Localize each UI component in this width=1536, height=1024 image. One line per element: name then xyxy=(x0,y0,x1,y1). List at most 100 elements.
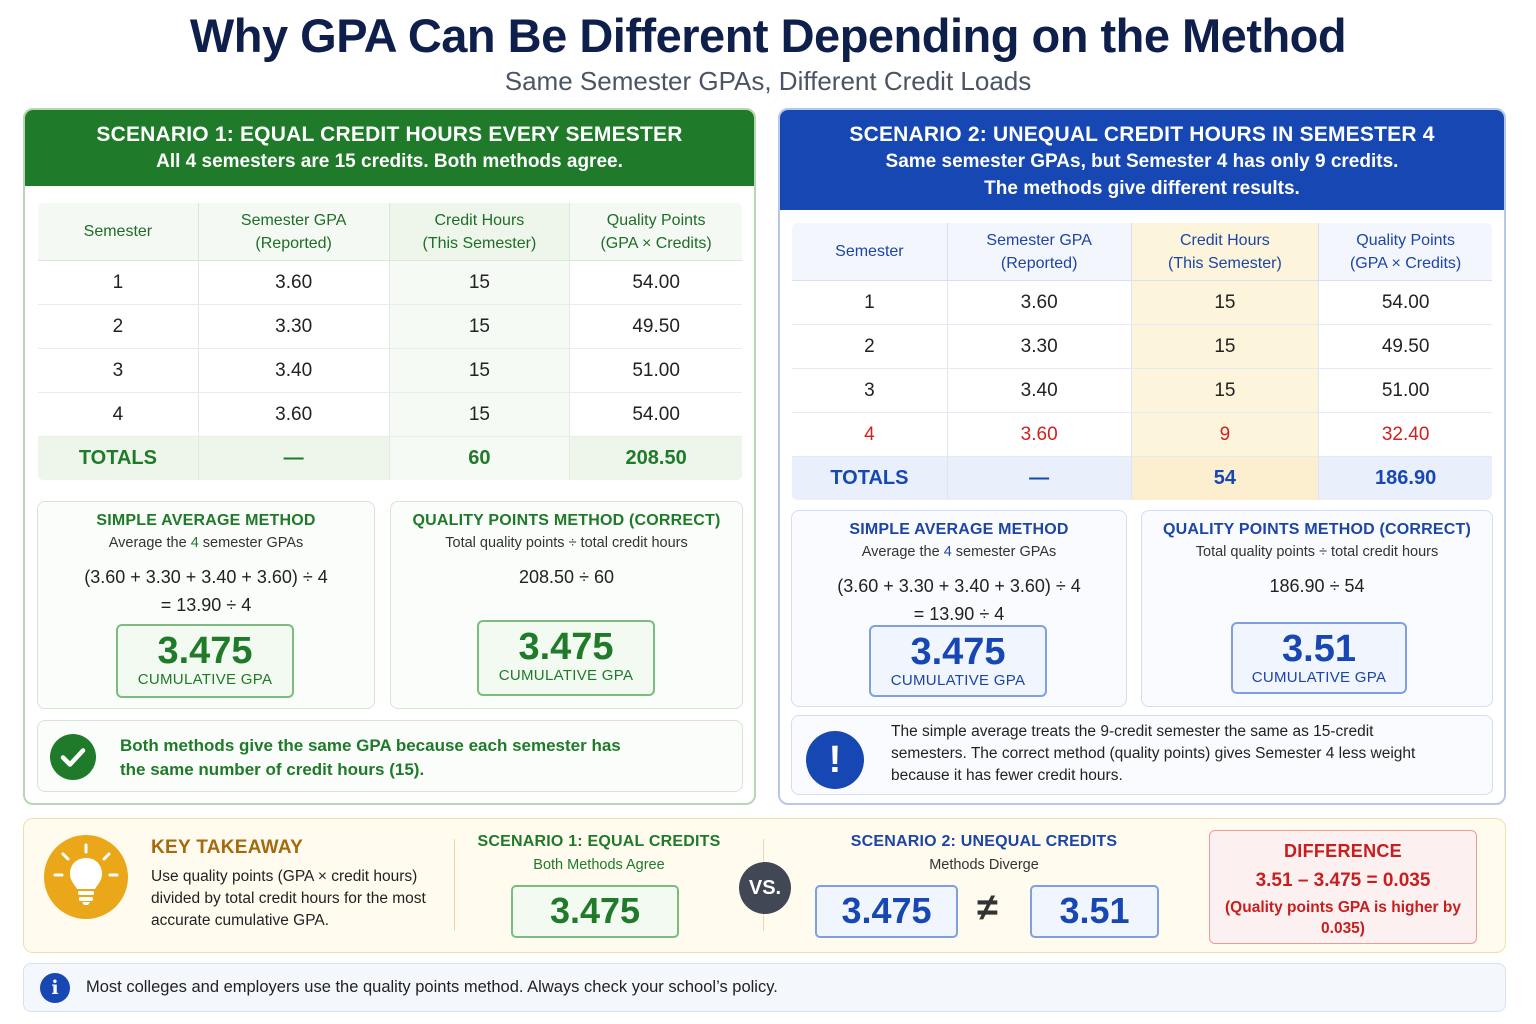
method-title: QUALITY POINTS METHOD (CORRECT) xyxy=(412,512,721,529)
cell-quality-points: 51.00 xyxy=(1318,368,1492,413)
cumulative-gpa-label: CUMULATIVE GPA xyxy=(137,671,273,688)
cumulative-gpa-value: 3.475 xyxy=(518,626,614,668)
totals-credits: 54 xyxy=(1131,456,1320,500)
totals-gpa: — xyxy=(947,456,1132,500)
simple-result-box: 3.475 CUMULATIVE GPA xyxy=(116,624,294,698)
footer-info-bar: i Most colleges and employers use the qu… xyxy=(23,963,1506,1012)
scenario-1-header: SCENARIO 1: EQUAL CREDIT HOURS EVERY SEM… xyxy=(25,110,754,186)
cell-gpa: 3.60 xyxy=(198,392,390,437)
cumulative-gpa-value: 3.475 xyxy=(910,631,1006,673)
page-subtitle: Same Semester GPAs, Different Credit Loa… xyxy=(504,66,1032,96)
difference-title: DIFFERENCE xyxy=(1283,841,1402,861)
scenario-2-quality-value: 3.51 xyxy=(1030,885,1159,938)
method-calculation: (3.60 + 3.30 + 3.40 + 3.60) ÷ 4 = 13.90 … xyxy=(837,576,1081,624)
method-calculation: (3.60 + 3.30 + 3.40 + 3.60) ÷ 4 = 13.90 … xyxy=(84,567,328,615)
cell-quality-points: 54.00 xyxy=(569,260,742,305)
table-row-highlighted: 4 3.60 9 32.40 xyxy=(792,412,1492,457)
cumulative-gpa-value: 3.475 xyxy=(157,630,253,672)
cell-gpa: 3.60 xyxy=(947,280,1132,325)
scenario-2-simple-value: 3.475 xyxy=(815,885,958,938)
cell-gpa: 3.60 xyxy=(947,412,1132,457)
totals-row: TOTALS — 54 186.90 xyxy=(792,456,1492,500)
info-icon: i xyxy=(40,973,70,1003)
col-quality-points: Quality Points (GPA × Credits) xyxy=(569,203,742,261)
cell-gpa: 3.40 xyxy=(198,348,390,393)
difference-calculation: 3.51 – 3.475 = 0.035 xyxy=(1255,870,1431,891)
table-row: 1 3.60 15 54.00 xyxy=(792,280,1492,325)
summary-title: SCENARIO 1: EQUAL CREDITS xyxy=(477,833,721,850)
cell-semester: 2 xyxy=(38,304,199,349)
key-takeaway-title: KEY TAKEAWAY xyxy=(151,837,304,858)
totals-label: TOTALS xyxy=(792,456,948,500)
cell-semester: 2 xyxy=(792,324,948,369)
cell-credits: 15 xyxy=(1131,368,1320,413)
col-credit-hours: Credit Hours (This Semester) xyxy=(1131,223,1320,281)
scenario-1-summary-value: 3.475 xyxy=(511,885,679,938)
cell-quality-points: 54.00 xyxy=(1318,280,1492,325)
scenario-2-note: ! The simple average treats the 9-credit… xyxy=(791,715,1493,795)
simple-average-card: SIMPLE AVERAGE METHOD Average the 4 seme… xyxy=(37,501,375,709)
cell-credits: 9 xyxy=(1131,412,1320,457)
cell-credits: 15 xyxy=(389,304,571,349)
quality-result-box: 3.475 CUMULATIVE GPA xyxy=(477,620,655,696)
table-row: 3 3.40 15 51.00 xyxy=(792,368,1492,413)
cumulative-gpa-label: CUMULATIVE GPA xyxy=(498,667,634,684)
totals-credits: 60 xyxy=(389,436,571,480)
totals-quality-points: 208.50 xyxy=(569,436,742,480)
key-takeaway-panel: KEY TAKEAWAY Use quality points (GPA × c… xyxy=(23,818,1506,953)
scenario-1-description: All 4 semesters are 15 credits. Both met… xyxy=(156,151,623,172)
table-row: 2 3.30 15 49.50 xyxy=(38,304,742,349)
check-icon xyxy=(50,734,96,780)
table-row: 1 3.60 15 54.00 xyxy=(38,260,742,305)
table-row: 4 3.60 15 54.00 xyxy=(38,392,742,437)
totals-row: TOTALS — 60 208.50 xyxy=(38,436,742,480)
cell-credits: 15 xyxy=(1131,324,1320,369)
difference-box: DIFFERENCE 3.51 – 3.475 = 0.035 (Quality… xyxy=(1209,830,1477,944)
scenario-2-table: Semester Semester GPA (Reported) Credit H… xyxy=(791,222,1493,501)
scenario-2-summary: SCENARIO 2: UNEQUAL CREDITS Methods Dive… xyxy=(844,833,1124,873)
lightbulb-icon xyxy=(44,835,128,919)
table-row: 3 3.40 15 51.00 xyxy=(38,348,742,393)
cell-quality-points: 49.50 xyxy=(569,304,742,349)
scenario-1-table: Semester Semester GPA (Reported) Credit H… xyxy=(37,202,743,481)
method-subtitle: Total quality points ÷ total credit hour… xyxy=(445,535,688,551)
scenario-2-description: Same semester GPAs, but Semester 4 has o… xyxy=(885,151,1399,172)
col-semester: Semester xyxy=(792,223,948,281)
key-takeaway-text: Use quality points (GPA × credit hours) … xyxy=(151,868,426,929)
totals-label: TOTALS xyxy=(38,436,199,480)
col-credit-hours: Credit Hours (This Semester) xyxy=(389,203,571,261)
table-row: 2 3.30 15 49.50 xyxy=(792,324,1492,369)
cell-semester: 3 xyxy=(38,348,199,393)
cell-gpa: 3.60 xyxy=(198,260,390,305)
scenario-1-panel: SCENARIO 1: EQUAL CREDIT HOURS EVERY SEM… xyxy=(23,108,756,805)
cell-credits: 15 xyxy=(389,392,571,437)
method-calculation: 186.90 ÷ 54 xyxy=(1269,576,1365,596)
footer-text: Most colleges and employers use the qual… xyxy=(86,978,778,996)
cell-semester: 4 xyxy=(38,392,199,437)
method-calculation: 208.50 ÷ 60 xyxy=(519,567,614,587)
col-quality-points: Quality Points (GPA × Credits) xyxy=(1318,223,1492,281)
note-text: The simple average treats the 9-credit s… xyxy=(891,723,1416,784)
scenario-2-panel: SCENARIO 2: UNEQUAL CREDIT HOURS IN SEME… xyxy=(778,108,1506,805)
cell-credits: 15 xyxy=(389,260,571,305)
table-header-row: Semester Semester GPA (Reported) Credit H… xyxy=(38,203,742,261)
summary-title: SCENARIO 2: UNEQUAL CREDITS xyxy=(850,833,1118,850)
cell-quality-points: 54.00 xyxy=(569,392,742,437)
method-subtitle: Average the 4 semester GPAs xyxy=(861,544,1057,560)
col-semester-gpa: Semester GPA (Reported) xyxy=(947,223,1132,281)
cell-semester: 1 xyxy=(38,260,199,305)
cell-gpa: 3.30 xyxy=(947,324,1132,369)
summary-subtitle: Both Methods Agree xyxy=(533,857,665,873)
cell-gpa: 3.30 xyxy=(198,304,390,349)
cumulative-gpa-value: 3.51 xyxy=(1282,628,1356,670)
exclamation-icon: ! xyxy=(806,731,864,789)
scenario-1-note: Both methods give the same GPA because e… xyxy=(37,720,743,792)
cell-credits: 15 xyxy=(389,348,571,393)
cell-quality-points: 51.00 xyxy=(569,348,742,393)
scenario-2-title: SCENARIO 2: UNEQUAL CREDIT HOURS IN SEME… xyxy=(849,123,1435,146)
not-equal-icon: ≠ xyxy=(977,887,998,929)
page-title: Why GPA Can Be Different Depending on th… xyxy=(189,9,1347,62)
scenario-1-summary: SCENARIO 1: EQUAL CREDITS Both Methods A… xyxy=(474,833,724,873)
note-text: Both methods give the same GPA because e… xyxy=(120,736,621,779)
divider xyxy=(454,839,455,931)
